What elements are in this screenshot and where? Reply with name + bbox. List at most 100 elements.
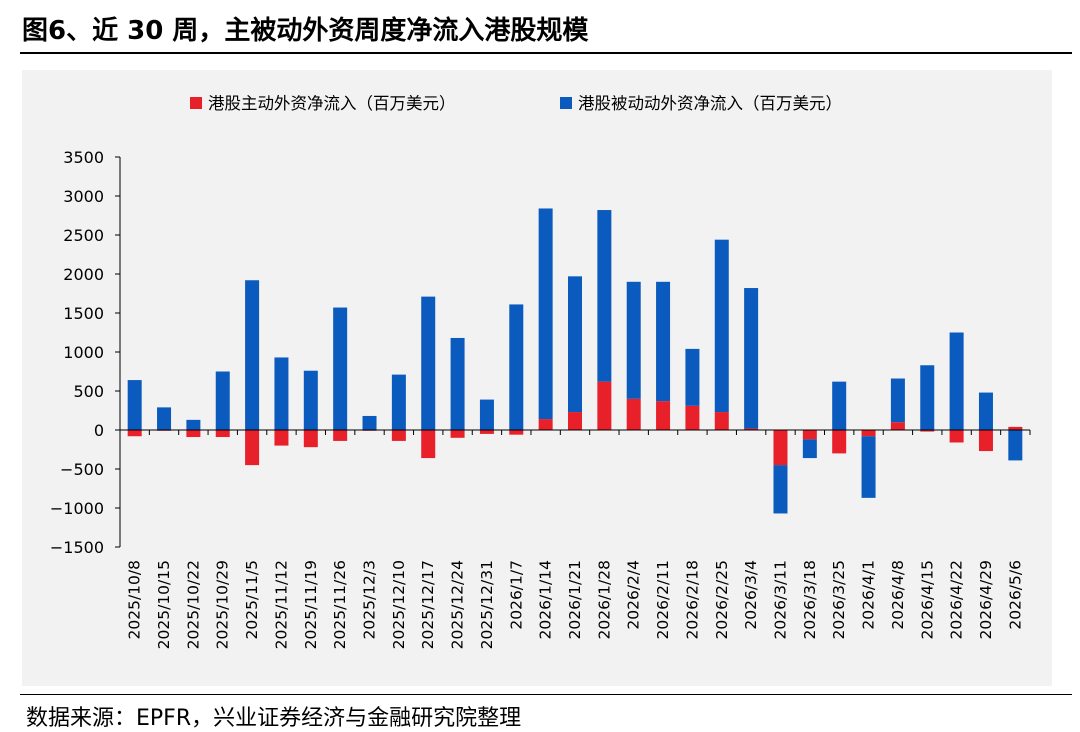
y-tick-label: −1000 <box>50 499 104 518</box>
x-tick-label: 2025/11/12 <box>272 560 290 649</box>
bar-passive <box>685 348 700 406</box>
x-tick-label: 2026/5/6 <box>1006 560 1024 630</box>
bar-active <box>568 412 582 430</box>
bar-active <box>978 430 993 452</box>
x-tick-label: 2026/3/18 <box>801 560 819 639</box>
bar-passive <box>333 307 348 430</box>
x-tick-label: 2025/10/29 <box>214 560 232 649</box>
bar-active <box>832 430 847 454</box>
bar-passive <box>861 436 876 498</box>
x-tick-label: 2025/10/8 <box>126 560 144 639</box>
bar-active <box>949 430 964 443</box>
bar-passive <box>303 370 318 430</box>
bar-active <box>303 430 318 448</box>
x-tick-label: 2026/2/4 <box>625 560 643 630</box>
bar-passive <box>450 337 465 430</box>
legend-swatch-passive <box>560 97 572 109</box>
x-tick-label: 2026/2/25 <box>713 560 731 639</box>
bar-passive <box>215 371 230 430</box>
x-tick-label: 2025/12/17 <box>419 560 437 649</box>
x-tick-label: 2026/1/14 <box>537 560 555 639</box>
bar-active <box>450 430 465 438</box>
bar-passive <box>744 288 759 429</box>
y-tick-label: 500 <box>73 382 104 401</box>
x-tick-label: 2025/12/3 <box>361 560 379 639</box>
x-tick-label: 2026/3/4 <box>742 560 760 630</box>
x-tick-label: 2026/4/29 <box>977 560 995 639</box>
bar-active <box>186 430 201 438</box>
y-tick-label: 3500 <box>63 148 104 167</box>
x-tick-label: 2025/12/31 <box>478 560 496 649</box>
x-tick-label: 2026/4/15 <box>918 560 936 639</box>
bar-passive <box>127 380 142 430</box>
title-rule <box>20 52 1072 54</box>
source-note: 数据来源：EPFR，兴业证券经济与金融研究院整理 <box>26 706 522 731</box>
bar-passive <box>157 407 172 430</box>
x-tick-label: 2025/11/26 <box>331 560 349 649</box>
bar-passive <box>568 276 582 413</box>
bar-passive <box>773 465 788 514</box>
bar-passive <box>890 378 905 423</box>
x-tick-label: 2026/1/21 <box>566 560 584 639</box>
figure-title: 图6、近 30 周，主被动外资周度净流入港股规模 <box>22 16 589 46</box>
y-tick-label: 3000 <box>63 187 104 206</box>
y-tick-label: 1500 <box>63 304 104 323</box>
bar-passive <box>949 332 964 430</box>
bar-passive <box>1008 430 1023 461</box>
bar-passive <box>920 365 935 430</box>
bar-active <box>479 430 494 434</box>
bar-active <box>538 419 553 430</box>
y-axis: −1500 −1000 −500 0 500 1000 1500 2000 2500 3000 35… <box>50 148 121 557</box>
y-tick-label: −500 <box>60 460 104 479</box>
legend-label-active: 港股主动外资净流入（百万美元） <box>208 94 456 113</box>
x-tick-label: 2026/1/7 <box>507 560 525 630</box>
y-tick-label: 0 <box>94 421 104 440</box>
bar-active <box>1008 426 1023 430</box>
bar-active <box>333 430 348 441</box>
bar-active <box>215 430 230 438</box>
x-tick-label: 2025/12/24 <box>449 560 467 649</box>
bar-passive <box>538 208 553 420</box>
bar-passive <box>274 357 289 430</box>
bar-passive <box>832 381 847 430</box>
y-tick-label: 1000 <box>63 343 104 362</box>
bar-passive <box>421 296 436 430</box>
x-tick-label: 2025/12/10 <box>390 560 408 649</box>
bar-passive <box>978 392 993 430</box>
bar-active <box>920 430 935 432</box>
y-tick-label: −1500 <box>50 538 104 557</box>
bar-passive <box>656 281 671 402</box>
bar-passive <box>802 439 817 459</box>
legend-swatch-active <box>190 97 202 109</box>
bar-active <box>773 430 788 466</box>
bar-active <box>127 430 142 437</box>
source-rule <box>20 694 1072 695</box>
bar-active <box>744 428 759 430</box>
bar-active <box>685 405 700 430</box>
bar-active <box>391 430 406 441</box>
bar-active <box>890 422 905 430</box>
bar-passive <box>626 281 641 399</box>
x-tick-label: 2026/4/1 <box>860 560 878 630</box>
x-tick-label: 2025/11/19 <box>302 560 320 649</box>
bar-active <box>509 430 524 435</box>
y-tick-label: 2000 <box>63 265 104 284</box>
bar-passive <box>509 304 524 430</box>
x-tick-label: 2026/4/22 <box>948 560 966 639</box>
bar-active <box>245 430 260 466</box>
bar-passive <box>362 415 377 430</box>
bar-active <box>714 412 729 430</box>
x-tick-label: 2026/3/11 <box>771 560 789 639</box>
bar-active <box>802 430 817 440</box>
legend-label-passive: 港股被动动外资净流入（百万美元） <box>578 94 842 113</box>
bar-active <box>274 430 289 446</box>
bar-passive <box>186 419 201 430</box>
x-tick-label: 2026/3/25 <box>830 560 848 639</box>
x-axis: 2025/10/8 2025/10/15 2025/10/22 2025/10/29 2… <box>119 429 1031 649</box>
x-tick-label: 2025/11/5 <box>243 560 261 639</box>
x-tick-label: 2026/1/28 <box>595 560 613 639</box>
x-tick-label: 2026/2/11 <box>654 560 672 639</box>
y-tick-label: 2500 <box>63 226 104 245</box>
x-tick-label: 2026/4/8 <box>889 560 907 630</box>
